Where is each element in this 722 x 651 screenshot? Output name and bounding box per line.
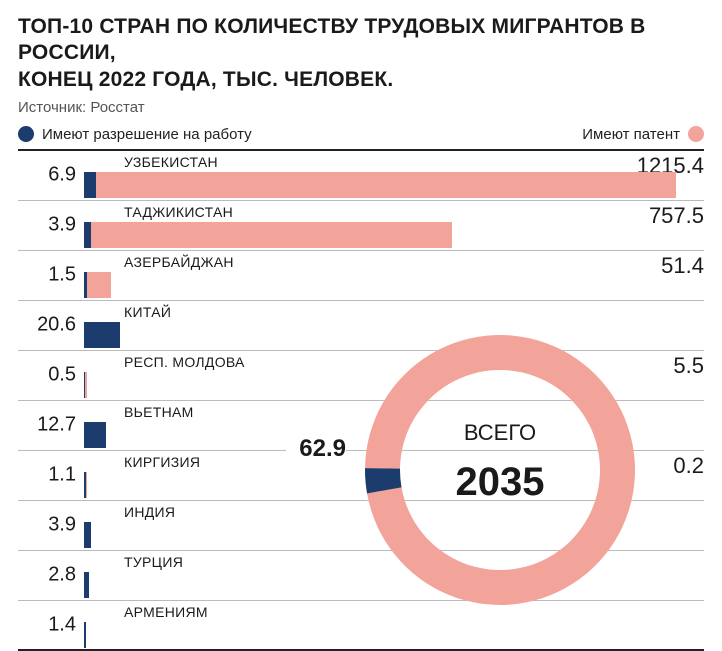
permit-bar [84,422,106,448]
patent-bar [87,272,112,298]
chart-title: ТОП-10 СТРАН ПО КОЛИЧЕСТВУ ТРУДОВЫХ МИГР… [18,14,704,93]
title-line-1: ТОП-10 СТРАН ПО КОЛИЧЕСТВУ ТРУДОВЫХ МИГР… [18,15,646,64]
bar-area [84,172,704,198]
legend-patent-label: Имеют патент [582,126,680,143]
country-label: ИНДИЯ [124,504,175,520]
permit-value: 12.7 [18,414,76,437]
permit-value: 0.5 [18,364,76,387]
country-label: КИТАЙ [124,304,171,320]
table-row: 6.9УЗБЕКИСТАН1215.4 [18,151,704,201]
patent-bar [96,172,676,198]
title-line-2: КОНЕЦ 2022 ГОДА, ТЫС. ЧЕЛОВЕК. [18,68,393,91]
table-row: 3.9ТАДЖИКИСТАН757.5 [18,201,704,251]
country-label: КИРГИЗИЯ [124,454,200,470]
permit-value: 3.9 [18,514,76,537]
permit-value: 20.6 [18,314,76,337]
legend-permit-label: Имеют разрешение на работу [42,126,252,143]
donut-permit-value: 62.9 [286,435,346,463]
table-row: 1.5АЗЕРБАЙДЖАН51.4 [18,251,704,301]
country-label: ВЬЕТНАМ [124,404,194,420]
patent-bar [91,222,452,248]
bar-area [84,222,704,248]
bar-area [84,272,704,298]
permit-dot-icon [18,126,34,142]
permit-value: 1.5 [18,264,76,287]
country-label: РЕСП. МОЛДОВА [124,354,245,370]
permit-bar [84,172,96,198]
permit-value: 1.1 [18,464,76,487]
permit-value: 6.9 [18,164,76,187]
chart-source: Источник: Росстат [18,99,704,116]
permit-bar [84,322,120,348]
permit-bar [84,622,86,648]
legend-patent: Имеют патент [582,126,704,143]
legend: Имеют разрешение на работу Имеют патент [18,126,704,143]
country-label: ТАДЖИКИСТАН [124,204,233,220]
bar-area [84,622,704,648]
permit-bar [84,522,91,548]
patent-bar [85,372,88,398]
donut-center-label: ВСЕГО [430,420,570,446]
permit-value: 2.8 [18,564,76,587]
permit-bar [84,572,89,598]
permit-value: 3.9 [18,214,76,237]
country-label: АЗЕРБАЙДЖАН [124,254,234,270]
permit-bar [84,222,91,248]
donut-center-value: 2035 [430,460,570,505]
legend-permit: Имеют разрешение на работу [18,126,252,143]
country-label: ТУРЦИЯ [124,554,183,570]
permit-value: 1.4 [18,613,76,636]
patent-dot-icon [688,126,704,142]
country-label: УЗБЕКИСТАН [124,154,218,170]
country-label: АРМЕНИЯМ [124,604,208,620]
